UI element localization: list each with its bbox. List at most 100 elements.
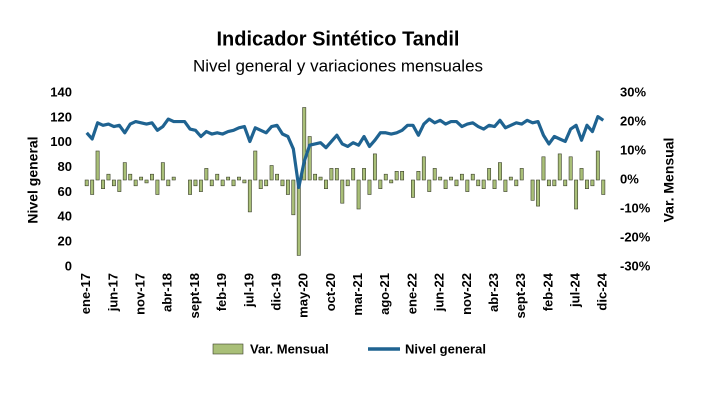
bar bbox=[209, 179, 214, 187]
x-tick-label: nov-17 bbox=[133, 273, 148, 315]
bar bbox=[351, 168, 356, 181]
bar bbox=[383, 173, 388, 181]
bar bbox=[231, 179, 236, 187]
bar bbox=[416, 171, 421, 181]
bar bbox=[389, 179, 394, 184]
bar bbox=[275, 173, 279, 181]
bar bbox=[411, 179, 415, 198]
bar bbox=[171, 176, 176, 181]
bar bbox=[111, 179, 116, 187]
x-tick-label: ene-22 bbox=[404, 273, 419, 314]
y-tick-label: 40 bbox=[58, 209, 72, 224]
bar bbox=[247, 179, 252, 213]
legend-label: Nivel general bbox=[405, 341, 486, 356]
bar bbox=[253, 150, 258, 181]
bar bbox=[601, 179, 606, 195]
legend-label: Var. Mensual bbox=[250, 341, 329, 356]
y2-tick-label: -10% bbox=[620, 200, 651, 215]
x-tick-label: oct-20 bbox=[323, 273, 338, 311]
bar bbox=[139, 176, 144, 181]
x-tick-label: nov-22 bbox=[459, 273, 474, 315]
y2-tick-label: -30% bbox=[620, 258, 651, 273]
bar bbox=[155, 179, 160, 195]
y-axis-label: Nivel general bbox=[25, 136, 41, 223]
bar bbox=[432, 168, 437, 181]
legend-swatch bbox=[212, 343, 244, 355]
x-tick-label: feb-24 bbox=[540, 272, 555, 311]
bar bbox=[574, 179, 579, 210]
x-tick-label: jun-17 bbox=[105, 273, 120, 312]
y-tick-label: 0 bbox=[65, 258, 72, 273]
bar bbox=[84, 179, 89, 187]
bar bbox=[150, 173, 154, 181]
bar bbox=[101, 179, 105, 189]
bar bbox=[133, 179, 138, 187]
bar bbox=[546, 179, 551, 187]
bar bbox=[329, 168, 334, 181]
bar bbox=[421, 156, 426, 181]
bar bbox=[487, 168, 492, 181]
x-tick-label: feb-19 bbox=[214, 273, 229, 311]
bar bbox=[476, 179, 481, 187]
line bbox=[85, 115, 605, 190]
bar bbox=[122, 162, 127, 181]
bar bbox=[378, 179, 383, 189]
y2-tick-label: 10% bbox=[620, 142, 646, 157]
bar bbox=[508, 176, 513, 181]
bar bbox=[579, 168, 584, 181]
y2-tick-label: 30% bbox=[620, 84, 646, 99]
bar bbox=[356, 179, 361, 210]
bar bbox=[470, 173, 475, 181]
y2-tick-label: 0% bbox=[620, 171, 639, 186]
x-tick-label: jul-24 bbox=[568, 272, 583, 308]
bar bbox=[362, 168, 366, 181]
bar bbox=[438, 176, 443, 181]
y2-tick-label: 20% bbox=[620, 113, 646, 128]
bar bbox=[324, 179, 328, 189]
bar bbox=[595, 150, 600, 181]
bar bbox=[465, 179, 470, 192]
bar bbox=[514, 179, 519, 187]
bar bbox=[503, 179, 508, 192]
bar bbox=[95, 150, 100, 181]
bar bbox=[557, 153, 562, 181]
bar bbox=[394, 171, 399, 181]
bar bbox=[291, 179, 296, 216]
x-tick-label: jun-22 bbox=[432, 273, 447, 312]
bar bbox=[264, 179, 269, 187]
bar bbox=[128, 173, 133, 181]
bar bbox=[400, 171, 405, 181]
bar bbox=[269, 165, 274, 181]
x-tick-label: may-20 bbox=[296, 273, 311, 318]
y-tick-label: 100 bbox=[50, 134, 72, 149]
x-tick-label: ago-21 bbox=[377, 273, 392, 315]
x-tick-label: ene-17 bbox=[78, 273, 93, 314]
bar bbox=[372, 153, 377, 181]
x-tick-label: sept-23 bbox=[513, 273, 528, 319]
x-tick-label: jul-19 bbox=[241, 273, 256, 308]
y2-tick-label: -20% bbox=[620, 229, 651, 244]
bar bbox=[334, 168, 339, 181]
bar bbox=[280, 179, 285, 187]
y-tick-label: 120 bbox=[50, 109, 72, 124]
y-tick-label: 60 bbox=[58, 184, 72, 199]
bar bbox=[552, 179, 557, 187]
bar bbox=[285, 179, 290, 195]
bar bbox=[568, 156, 573, 181]
chart-title: Indicador Sintético Tandil bbox=[217, 28, 460, 50]
bar bbox=[258, 179, 263, 189]
bar bbox=[237, 176, 241, 181]
bar bbox=[296, 179, 301, 256]
bar bbox=[481, 179, 486, 189]
bar bbox=[367, 179, 372, 195]
bar bbox=[302, 107, 307, 181]
bar bbox=[498, 162, 502, 181]
bar bbox=[307, 136, 312, 181]
bar bbox=[144, 179, 149, 184]
bar bbox=[90, 179, 95, 195]
bar bbox=[220, 179, 225, 187]
bar bbox=[454, 179, 459, 187]
x-tick-label: mar-21 bbox=[350, 273, 365, 316]
bar bbox=[590, 179, 595, 187]
